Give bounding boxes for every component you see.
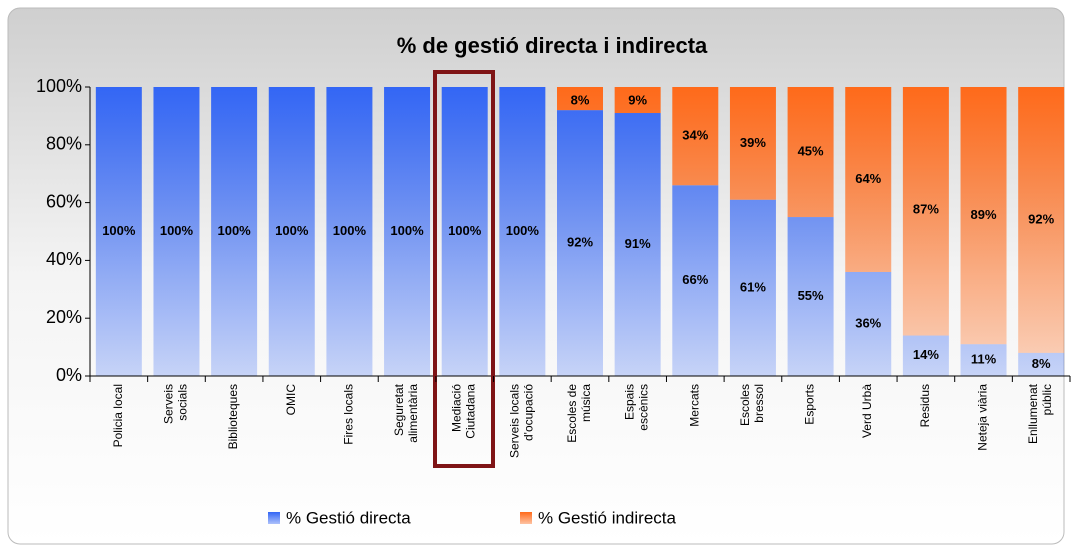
x-tick-label: Neteja viària — [976, 384, 990, 451]
bar-segment — [384, 87, 431, 376]
legend-label: % Gestió indirecta — [538, 508, 676, 527]
x-tick-label: Serveissocials — [162, 384, 190, 424]
bar-segment — [845, 87, 892, 272]
x-tick-label: Seguretatalimentària — [392, 383, 420, 442]
x-tick-label: MediacióCiutadana — [450, 384, 478, 439]
value-label: 8% — [571, 92, 590, 107]
x-tick-label: Policia local — [111, 384, 125, 447]
value-label: 9% — [628, 92, 647, 107]
bar-segment — [960, 344, 1007, 376]
value-label: 36% — [855, 315, 881, 330]
x-tick-label: Fires locals — [342, 384, 356, 445]
bar-segment — [960, 87, 1007, 345]
x-tick-label: Verd Urbà — [860, 384, 874, 438]
bar-segment — [729, 199, 776, 376]
value-label: 100% — [102, 223, 136, 238]
x-tick-label: Mercats — [687, 384, 701, 427]
plot-area — [95, 87, 1065, 376]
value-label: 100% — [217, 223, 251, 238]
x-tick-label: Escolesbressol — [738, 384, 766, 426]
highlight-box — [433, 70, 495, 468]
bar-segment — [787, 217, 834, 376]
bar-segment — [845, 271, 892, 376]
bar-segment — [614, 113, 661, 376]
x-tick-label: Serveis localsd'ocupació — [508, 384, 536, 458]
value-label: 8% — [1032, 356, 1051, 371]
bar-segment — [557, 110, 603, 376]
bar-segment — [672, 185, 719, 376]
y-tick-label: 0% — [56, 365, 82, 385]
x-tick-label: Escoles demúsica — [565, 384, 593, 443]
legend-label: % Gestió directa — [286, 508, 411, 527]
y-tick-label: 100% — [36, 76, 82, 96]
bar-segment — [268, 87, 315, 376]
bar-segment — [326, 87, 373, 376]
bar-segment — [557, 87, 603, 111]
value-label: 87% — [913, 201, 939, 216]
bar-segment — [902, 87, 949, 336]
bar-segment — [672, 87, 719, 186]
x-tick-label: Esports — [803, 384, 817, 425]
y-tick-label: 60% — [46, 191, 82, 211]
bar-segment — [499, 87, 546, 376]
value-label: 100% — [448, 223, 482, 238]
y-tick-label: 80% — [46, 134, 82, 154]
value-label: 100% — [390, 223, 424, 238]
value-label: 61% — [740, 279, 766, 294]
x-tick-label: Residus — [918, 384, 932, 427]
value-label: 100% — [275, 223, 309, 238]
bar-segment — [729, 87, 776, 200]
chart-title: % de gestió directa i indirecta — [397, 33, 708, 58]
bar-segment — [153, 87, 200, 376]
value-label: 55% — [798, 288, 824, 303]
bar-segment — [211, 87, 258, 376]
y-tick-label: 40% — [46, 249, 82, 269]
x-tick-label: Enllumenatpúblic — [1026, 383, 1054, 444]
value-label: 92% — [567, 234, 593, 249]
value-label: 100% — [506, 223, 540, 238]
bar-segment — [902, 335, 949, 376]
value-label: 64% — [855, 171, 881, 186]
bar-segment — [441, 87, 488, 376]
bar-segment — [1018, 87, 1065, 353]
bar-segment — [95, 87, 142, 376]
legend-swatch — [520, 512, 532, 524]
value-label: 34% — [682, 128, 708, 143]
x-tick-label: Espaisescènics — [623, 384, 651, 431]
value-label: 100% — [160, 223, 194, 238]
value-label: 100% — [333, 223, 367, 238]
y-tick-label: 20% — [46, 307, 82, 327]
value-label: 92% — [1028, 211, 1054, 226]
value-label: 14% — [913, 347, 939, 362]
bar-segment — [1018, 352, 1065, 376]
legend-swatch — [268, 512, 280, 524]
value-label: 39% — [740, 135, 766, 150]
value-label: 91% — [625, 236, 651, 251]
bar-segment — [614, 87, 661, 114]
value-label: 66% — [682, 272, 708, 287]
x-tick-label: Biblioteques — [226, 384, 240, 449]
value-label: 89% — [971, 207, 997, 222]
x-tick-label: OMIC — [284, 384, 298, 416]
bar-segment — [787, 87, 834, 218]
value-label: 11% — [971, 352, 997, 367]
value-label: 45% — [798, 143, 824, 158]
